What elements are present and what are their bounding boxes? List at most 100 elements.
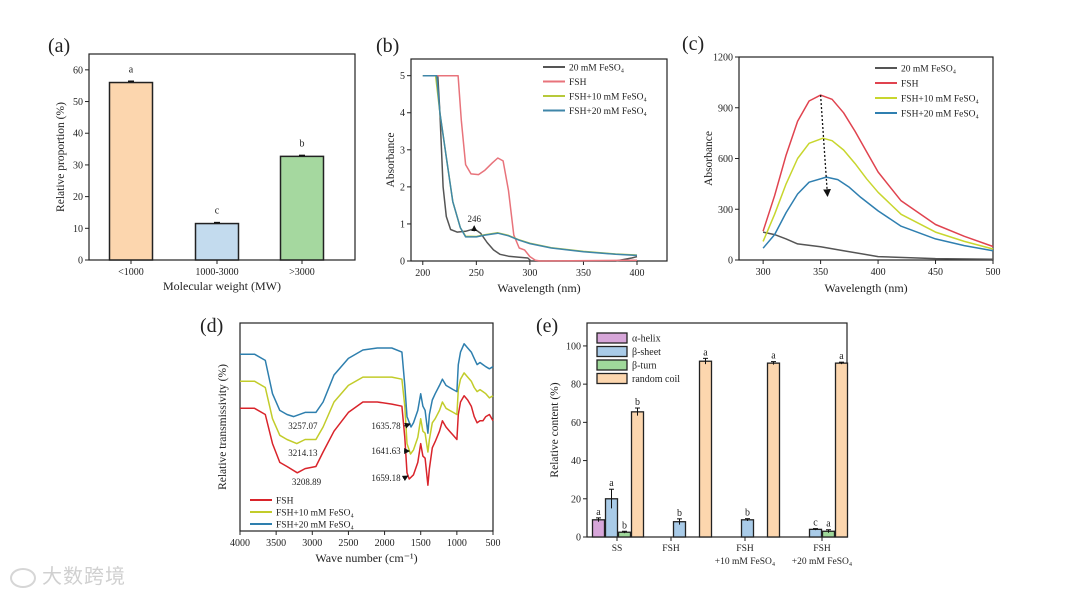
panel-label: (b) [376, 35, 399, 57]
plot-frame [410, 58, 668, 262]
legend-swatch [596, 359, 628, 371]
significance-letter: b [745, 508, 750, 519]
y-tick-label: 3 [400, 145, 405, 156]
annotation-label: 1659.18 [371, 473, 401, 483]
y-tick-label: 300 [718, 205, 733, 216]
significance-letter: b [622, 520, 627, 531]
annotation-label: 246 [467, 214, 481, 224]
legend-swatch [596, 345, 628, 358]
y-tick-label: 0 [576, 533, 581, 544]
series-line-fsh-20-mm-feso- [422, 74, 638, 257]
x-tick-label: 300 [522, 268, 537, 279]
y-tick-label: 60 [571, 418, 581, 429]
x-tick-label: 1000-3000 [195, 267, 238, 278]
panel-label: (e) [536, 315, 558, 337]
x-tick-label: 250 [469, 268, 484, 279]
y-axis-title: Relative transmissivity (%) [217, 364, 229, 490]
series-line-fsh [762, 94, 994, 248]
significance-letter: a [771, 351, 776, 362]
legend-label: FSH+20 mM FeSO₄ [569, 107, 647, 117]
legend-label: β-turn [632, 361, 657, 372]
significance-letter: a [596, 507, 601, 518]
annotation-label: 1635.78 [371, 421, 401, 431]
legend-swatch [596, 372, 628, 385]
y-tick-label: 50 [73, 97, 83, 108]
y-tick-label: 10 [73, 224, 83, 235]
bar [766, 362, 781, 538]
y-tick-label: 20 [73, 192, 83, 203]
panel-label: (c) [682, 33, 704, 55]
legend-label: FSH [569, 78, 587, 88]
x-tick-label: >3000 [289, 267, 315, 278]
x-tick-label: SS [612, 544, 623, 554]
y-tick-label: 0 [78, 256, 83, 267]
legend-label: FSH+10 mM FeSO₄ [569, 93, 647, 103]
x-tick-label: 300 [756, 267, 771, 278]
plot-frame [239, 322, 494, 532]
series-line-20-mm-feso- [762, 231, 994, 260]
panel-label: (a) [48, 35, 70, 57]
legend-label: FSH+10 mM FeSO₄ [901, 95, 979, 105]
significance-letter: a [839, 351, 844, 362]
x-tick-label: 200 [415, 268, 430, 279]
series-line-fsh-10-mm-feso- [422, 74, 638, 256]
x-tick-label: 3500 [266, 538, 286, 549]
y-tick-label: 1200 [713, 53, 733, 64]
x-tick-label: 400 [630, 268, 645, 279]
significance-letter: a [129, 64, 134, 75]
x-tick-label: 2000 [375, 538, 395, 549]
significance-letter: c [813, 518, 818, 529]
x-tick-label: FSH [662, 544, 680, 554]
trend-arrow [819, 95, 831, 198]
annotation-label: 3257.07 [288, 421, 318, 431]
x-tick-label: 500 [486, 538, 501, 549]
y-tick-label: 5 [400, 71, 405, 82]
series-line-fsh-20-mm-feso- [762, 176, 994, 252]
y-tick-label: 40 [571, 456, 581, 467]
y-tick-label: 30 [73, 160, 83, 171]
bar [808, 528, 823, 538]
watermark-logo-icon [10, 567, 36, 588]
x-tick-label: 2500 [338, 538, 358, 549]
series-line-fsh-20-mm-feso- [240, 343, 494, 434]
y-axis-title: Absorbance [385, 133, 397, 188]
legend-label: FSH+20 mM FeSO₄ [276, 521, 354, 531]
significance-letter: a [609, 478, 614, 489]
x-tick-label: 350 [576, 268, 591, 279]
legend-label: 20 mM FeSO₄ [569, 64, 624, 74]
series-line-fsh [422, 74, 638, 262]
series-line-fsh-10-mm-feso- [762, 137, 994, 250]
y-tick-label: 600 [718, 154, 733, 165]
y-tick-label: 2 [400, 182, 405, 193]
significance-letter: b [300, 138, 305, 149]
x-tick-label: 350 [813, 267, 828, 278]
significance-letter: a [703, 347, 708, 358]
x-tick-label-line2: +10 mM FeSO₄ [715, 557, 775, 567]
x-tick-label: 1000 [447, 538, 467, 549]
legend-label: random coil [632, 374, 680, 385]
x-tick-label: FSH [736, 544, 754, 554]
y-axis-title: Relative content (%) [549, 382, 561, 477]
legend-label: FSH+20 mM FeSO₄ [901, 110, 979, 120]
bar [834, 362, 849, 538]
y-tick-label: 0 [400, 257, 405, 268]
legend-swatch [596, 332, 628, 344]
y-tick-label: 100 [566, 341, 581, 352]
bar [279, 155, 325, 261]
significance-letter: b [677, 508, 682, 519]
x-axis-title: Wavelength (nm) [497, 281, 580, 295]
series-line-fsh [240, 395, 494, 486]
annotation-arrow [401, 475, 409, 482]
bar [108, 81, 154, 261]
panel-c: (c) 0 300 600 900 1200 300 350 400 450 500 Absorban… [682, 33, 1001, 295]
x-tick-label: FSH [813, 544, 831, 554]
bar [698, 360, 713, 538]
y-tick-label: 40 [73, 129, 83, 140]
panel-label: (d) [200, 315, 223, 337]
y-tick-label: 60 [73, 65, 83, 76]
x-tick-label: 500 [986, 267, 1001, 278]
x-tick-label: 1500 [411, 538, 431, 549]
significance-letter: a [826, 519, 831, 530]
y-tick-label: 4 [400, 108, 405, 119]
bar [630, 411, 645, 538]
